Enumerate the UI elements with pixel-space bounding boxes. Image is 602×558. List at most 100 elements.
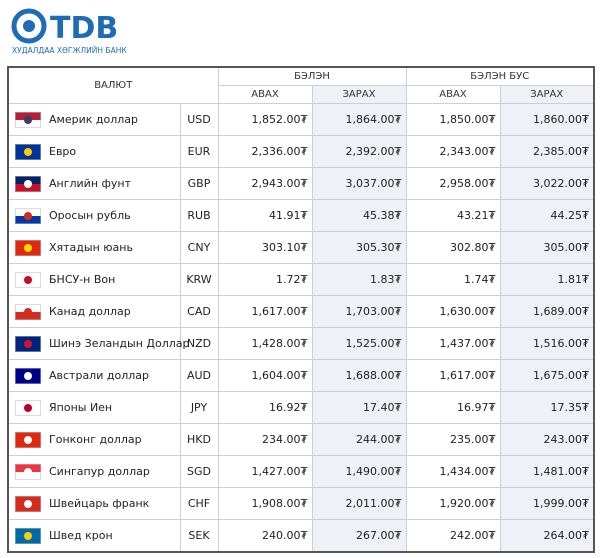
flag bbox=[14, 303, 42, 320]
sell-rate: 1,689.00₮ bbox=[499, 295, 595, 328]
flag bbox=[14, 175, 42, 192]
currency-name: БНСУ-н Вон bbox=[49, 272, 116, 286]
flag bbox=[14, 367, 42, 384]
rate-row: Евро EUR 2,336.00₮ 2,392.00₮ 2,343.00₮ 2,385.… bbox=[7, 135, 595, 168]
currency-name: Швейцарь франк bbox=[49, 496, 150, 510]
buy-rate: 303.10₮ bbox=[217, 231, 313, 264]
buy-rate: 240.00₮ bbox=[217, 519, 313, 553]
rate-row: Швейцарь франк CHF 1,908.00₮ 2,011.00₮ 1,920… bbox=[7, 487, 595, 520]
header-noncash: БЭЛЭН БУС bbox=[405, 66, 595, 86]
sell-rate: 17.35₮ bbox=[499, 391, 595, 424]
buy-rate: 235.00₮ bbox=[405, 423, 501, 456]
rate-row: Английн фунт GBP 2,943.00₮ 3,037.00₮ 2,958.0… bbox=[7, 167, 595, 200]
logo-subtitle: ХУДАЛДАА ХӨГЖЛИЙН БАНК bbox=[12, 46, 127, 55]
header-buy: АВАХ bbox=[405, 85, 501, 104]
rate-row: Америк доллар USD 1,852.00₮ 1,864.00₮ 1,850.… bbox=[7, 103, 595, 136]
currency-code: RUB bbox=[179, 199, 219, 232]
buy-rate: 1,630.00₮ bbox=[405, 295, 501, 328]
currency-code: AUD bbox=[179, 359, 219, 392]
rate-row: Шинэ Зеландын Доллар NZD 1,428.00₮ 1,525.00… bbox=[7, 327, 595, 360]
buy-rate: 1,428.00₮ bbox=[217, 327, 313, 360]
buy-rate: 2,336.00₮ bbox=[217, 135, 313, 168]
header-buy: АВАХ bbox=[217, 85, 313, 104]
currency-name: Гонконг доллар bbox=[49, 432, 142, 446]
buy-rate: 41.91₮ bbox=[217, 199, 313, 232]
buy-rate: 242.00₮ bbox=[405, 519, 501, 553]
currency-cell: Хятадын юань bbox=[7, 231, 181, 264]
logo-icon-center bbox=[23, 20, 35, 32]
buy-rate: 1,434.00₮ bbox=[405, 455, 501, 488]
sell-rate: 1,860.00₮ bbox=[499, 103, 595, 136]
currency-cell: Америк доллар bbox=[7, 103, 181, 136]
buy-rate: 1,427.00₮ bbox=[217, 455, 313, 488]
currency-cell: Швейцарь франк bbox=[7, 487, 181, 520]
currency-name: Шинэ Зеландын Доллар bbox=[49, 336, 190, 350]
sell-rate: 305.30₮ bbox=[311, 231, 407, 264]
currency-code: CNY bbox=[179, 231, 219, 264]
sell-rate: 1,675.00₮ bbox=[499, 359, 595, 392]
flag bbox=[14, 143, 42, 160]
rate-row: Канад доллар CAD 1,617.00₮ 1,703.00₮ 1,630.0… bbox=[7, 295, 595, 328]
currency-name: Хятадын юань bbox=[49, 240, 133, 254]
currency-code: GBP bbox=[179, 167, 219, 200]
rate-row: Швед крон SEK 240.00₮ 267.00₮ 242.00₮ 264.00₮ bbox=[7, 519, 595, 553]
currency-code: SGD bbox=[179, 455, 219, 488]
rate-row: Сингапур доллар SGD 1,427.00₮ 1,490.00₮ 1,43… bbox=[7, 455, 595, 488]
sell-rate: 1,525.00₮ bbox=[311, 327, 407, 360]
header-sell: ЗАРАХ bbox=[311, 85, 407, 104]
sell-rate: 243.00₮ bbox=[499, 423, 595, 456]
sell-rate: 1,999.00₮ bbox=[499, 487, 595, 520]
buy-rate: 2,943.00₮ bbox=[217, 167, 313, 200]
currency-name: Австрали доллар bbox=[49, 368, 149, 382]
sell-rate: 1.83₮ bbox=[311, 263, 407, 296]
currency-code: CHF bbox=[179, 487, 219, 520]
sell-rate: 45.38₮ bbox=[311, 199, 407, 232]
currency-cell: Гонконг доллар bbox=[7, 423, 181, 456]
sell-rate: 1.81₮ bbox=[499, 263, 595, 296]
currency-code: JPY bbox=[179, 391, 219, 424]
flag bbox=[14, 463, 42, 480]
sell-rate: 17.40₮ bbox=[311, 391, 407, 424]
currency-cell: Оросын рубль bbox=[7, 199, 181, 232]
rate-row: Гонконг доллар HKD 234.00₮ 244.00₮ 235.00₮ 24… bbox=[7, 423, 595, 456]
sell-rate: 1,490.00₮ bbox=[311, 455, 407, 488]
buy-rate: 1,617.00₮ bbox=[405, 359, 501, 392]
currency-cell: Шинэ Зеландын Доллар bbox=[7, 327, 190, 360]
currency-cell: БНСУ-н Вон bbox=[7, 263, 181, 296]
buy-rate: 1,850.00₮ bbox=[405, 103, 501, 136]
table-body: Америк доллар USD 1,852.00₮ 1,864.00₮ 1,850.… bbox=[7, 103, 595, 553]
currency-code: EUR bbox=[179, 135, 219, 168]
buy-rate: 1,852.00₮ bbox=[217, 103, 313, 136]
rate-row: Оросын рубль RUB 41.91₮ 45.38₮ 43.21₮ 44.25₮ bbox=[7, 199, 595, 232]
sell-rate: 267.00₮ bbox=[311, 519, 407, 553]
currency-cell: Швед крон bbox=[7, 519, 181, 553]
buy-rate: 43.21₮ bbox=[405, 199, 501, 232]
header-sell: ЗАРАХ bbox=[499, 85, 595, 104]
buy-rate: 2,343.00₮ bbox=[405, 135, 501, 168]
buy-rate: 1,604.00₮ bbox=[217, 359, 313, 392]
sell-rate: 2,011.00₮ bbox=[311, 487, 407, 520]
sell-rate: 1,516.00₮ bbox=[499, 327, 595, 360]
logo-icon bbox=[11, 8, 47, 44]
flag bbox=[14, 431, 42, 448]
flag bbox=[14, 399, 42, 416]
buy-rate: 234.00₮ bbox=[217, 423, 313, 456]
currency-name: Швед крон bbox=[49, 528, 113, 542]
currency-name: Японы Иен bbox=[49, 400, 113, 414]
buy-rate: 1,908.00₮ bbox=[217, 487, 313, 520]
sell-rate: 3,022.00₮ bbox=[499, 167, 595, 200]
buy-rate: 302.80₮ bbox=[405, 231, 501, 264]
buy-rate: 16.97₮ bbox=[405, 391, 501, 424]
rates-table: ВАЛЮТ БЭЛЭН БЭЛЭН БУС АВАХ ЗАРАХ АВАХ ЗА… bbox=[7, 66, 596, 553]
currency-cell: Канад доллар bbox=[7, 295, 181, 328]
logo-text: TDB bbox=[50, 11, 118, 46]
flag bbox=[14, 527, 42, 544]
flag bbox=[14, 271, 42, 288]
rate-row: БНСУ-н Вон KRW 1.72₮ 1.83₮ 1.74₮ 1.81₮ bbox=[7, 263, 595, 296]
currency-name: Оросын рубль bbox=[49, 208, 131, 222]
flag bbox=[14, 111, 42, 128]
currency-name: Америк доллар bbox=[49, 112, 138, 126]
flag bbox=[14, 207, 42, 224]
currency-cell: Евро bbox=[7, 135, 181, 168]
